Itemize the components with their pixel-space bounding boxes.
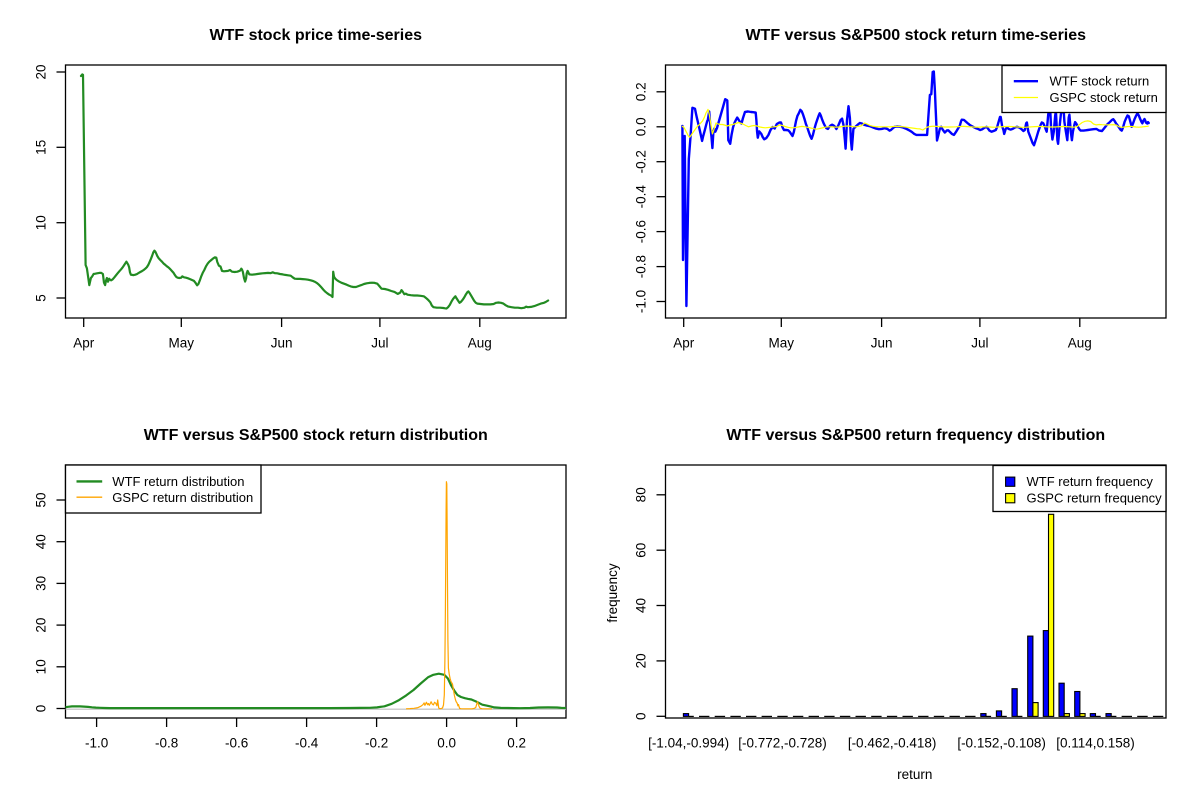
svg-text:0.2: 0.2 — [634, 82, 649, 101]
svg-text:[-1.04,-0.994): [-1.04,-0.994) — [648, 736, 729, 751]
svg-text:Aug: Aug — [1068, 336, 1092, 351]
svg-text:Aug: Aug — [468, 336, 492, 351]
svg-text:Jun: Jun — [871, 336, 893, 351]
svg-text:Jun: Jun — [271, 336, 293, 351]
svg-text:[-0.152,-0.108): [-0.152,-0.108) — [957, 736, 1046, 751]
svg-text:20: 20 — [34, 64, 49, 79]
svg-text:20: 20 — [634, 653, 649, 668]
svg-text:-0.4: -0.4 — [634, 185, 649, 209]
svg-text:GSPC return frequency: GSPC return frequency — [1027, 491, 1163, 506]
svg-text:return: return — [897, 767, 932, 782]
svg-text:50: 50 — [34, 492, 49, 507]
svg-text:WTF stock price time-series: WTF stock price time-series — [209, 27, 422, 44]
svg-text:60: 60 — [634, 543, 649, 558]
svg-text:0.0: 0.0 — [634, 117, 649, 136]
svg-text:30: 30 — [34, 576, 49, 591]
svg-text:[-0.772,-0.728): [-0.772,-0.728) — [738, 736, 827, 751]
svg-text:May: May — [169, 336, 195, 351]
svg-text:80: 80 — [634, 487, 649, 502]
svg-text:10: 10 — [34, 659, 49, 674]
svg-text:0: 0 — [634, 713, 649, 721]
svg-text:WTF return frequency: WTF return frequency — [1027, 474, 1154, 489]
svg-text:0.0: 0.0 — [437, 736, 456, 751]
svg-text:-0.8: -0.8 — [155, 736, 178, 751]
svg-text:WTF versus S&P500 stock return: WTF versus S&P500 stock return time-seri… — [745, 27, 1086, 44]
svg-text:-0.4: -0.4 — [295, 736, 319, 751]
svg-text:5: 5 — [34, 294, 49, 302]
svg-text:Apr: Apr — [73, 336, 95, 351]
svg-text:-0.2: -0.2 — [634, 150, 649, 173]
svg-text:GSPC return distribution: GSPC return distribution — [112, 490, 253, 505]
svg-text:-1.0: -1.0 — [85, 736, 108, 751]
svg-text:-0.8: -0.8 — [634, 255, 649, 278]
svg-text:-1.0: -1.0 — [634, 290, 649, 313]
svg-text:Apr: Apr — [673, 336, 695, 351]
svg-text:0: 0 — [34, 705, 49, 713]
svg-text:10: 10 — [34, 215, 49, 230]
svg-text:-0.6: -0.6 — [225, 736, 248, 751]
svg-text:Jul: Jul — [971, 336, 988, 351]
svg-text:frequency: frequency — [605, 563, 620, 623]
svg-text:20: 20 — [34, 618, 49, 633]
svg-text:[0.114,0.158): [0.114,0.158) — [1056, 736, 1135, 751]
svg-text:May: May — [769, 336, 795, 351]
svg-text:[-0.462,-0.418): [-0.462,-0.418) — [848, 736, 937, 751]
svg-text:40: 40 — [34, 534, 49, 549]
svg-text:WTF return distribution: WTF return distribution — [112, 474, 244, 489]
svg-text:-0.6: -0.6 — [634, 220, 649, 243]
svg-text:WTF versus S&P500 stock return: WTF versus S&P500 stock return distribut… — [144, 427, 488, 444]
svg-text:WTF stock return: WTF stock return — [1050, 74, 1150, 89]
svg-text:40: 40 — [634, 598, 649, 613]
svg-text:0.2: 0.2 — [507, 736, 526, 751]
svg-text:GSPC stock return: GSPC stock return — [1050, 90, 1158, 105]
svg-text:15: 15 — [34, 140, 49, 155]
svg-text:WTF versus S&P500 return frequ: WTF versus S&P500 return frequency distr… — [726, 427, 1105, 444]
svg-text:Jul: Jul — [371, 336, 388, 351]
svg-text:-0.2: -0.2 — [365, 736, 388, 751]
